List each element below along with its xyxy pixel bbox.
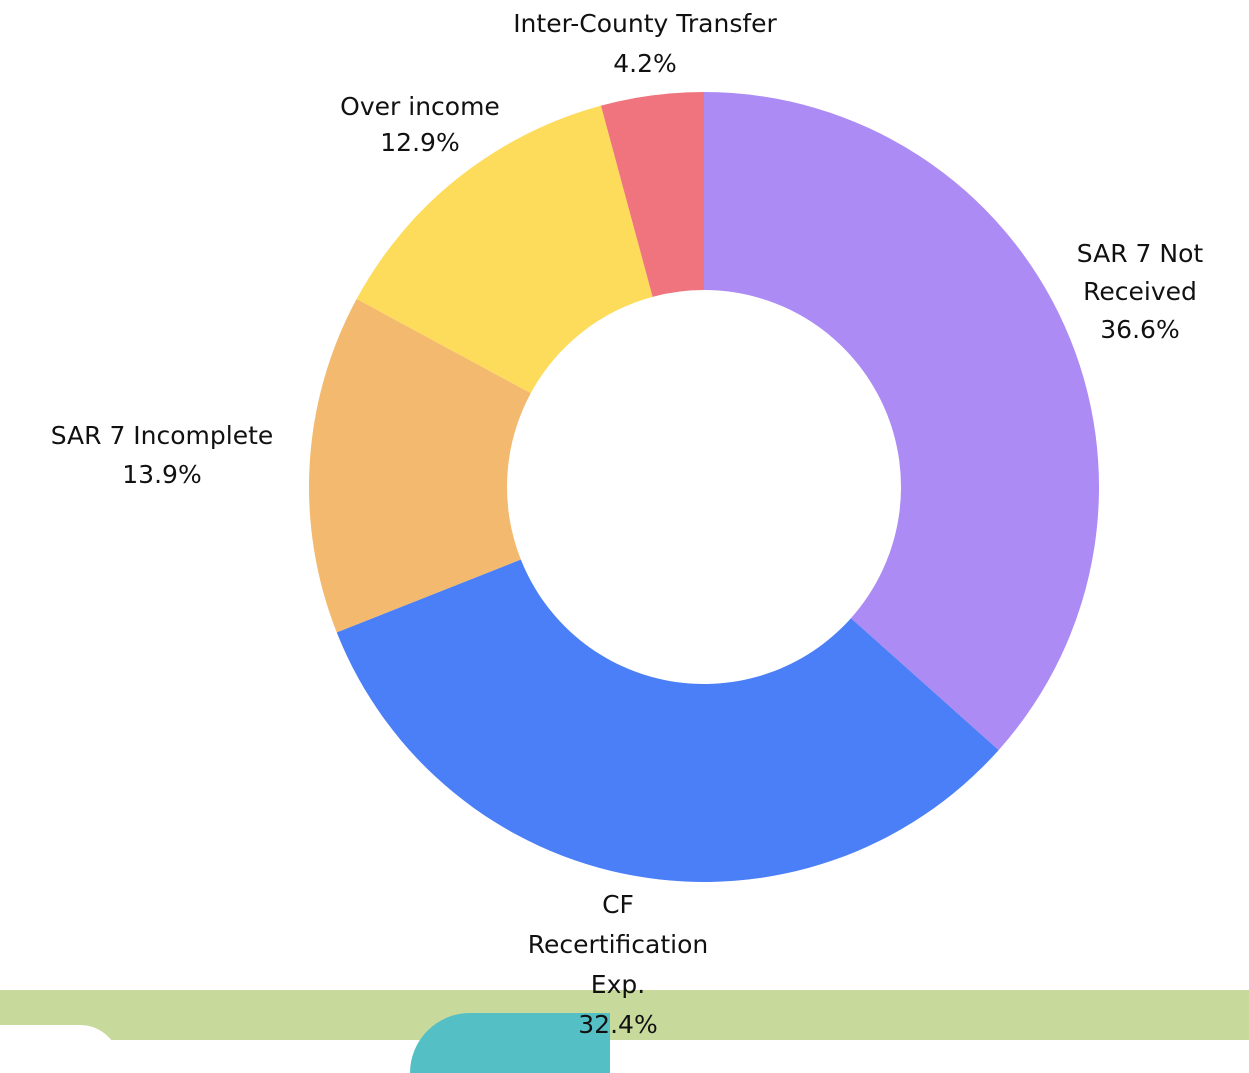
slice-label: Over income 12.9% [290, 89, 550, 161]
value-label: 13.9% [122, 460, 202, 489]
category-name: CF Recertification Exp. [527, 890, 709, 999]
slice-label: CF Recertification Exp. 32.4% [516, 885, 721, 1045]
footer-band [0, 990, 1249, 1040]
value-label: 36.6% [1100, 315, 1180, 344]
page: {"chart_data": {"type": "donut", "catego… [0, 4, 1249, 1073]
value-label: 4.2% [613, 49, 677, 78]
chart [308, 92, 1099, 882]
slice-label: SAR 7 Incomplete 13.9% [12, 416, 312, 494]
value-label: 12.9% [380, 128, 460, 157]
donut-slice [600, 92, 704, 297]
donut-slice [356, 105, 653, 394]
donut-slice [308, 298, 531, 633]
slice-label: Inter-County Transfer 4.2% [465, 4, 825, 84]
category-name: Over income [340, 92, 500, 121]
value-label: 32.4% [578, 1010, 658, 1039]
category-name: SAR 7 Not Received [1076, 239, 1204, 306]
slice-label: SAR 7 Not Received 36.6% [1055, 235, 1225, 349]
donut-slice [704, 92, 1099, 751]
donut-slice [336, 559, 999, 882]
category-name: SAR 7 Incomplete [50, 421, 274, 450]
category-name: Inter-County Transfer [513, 9, 777, 38]
